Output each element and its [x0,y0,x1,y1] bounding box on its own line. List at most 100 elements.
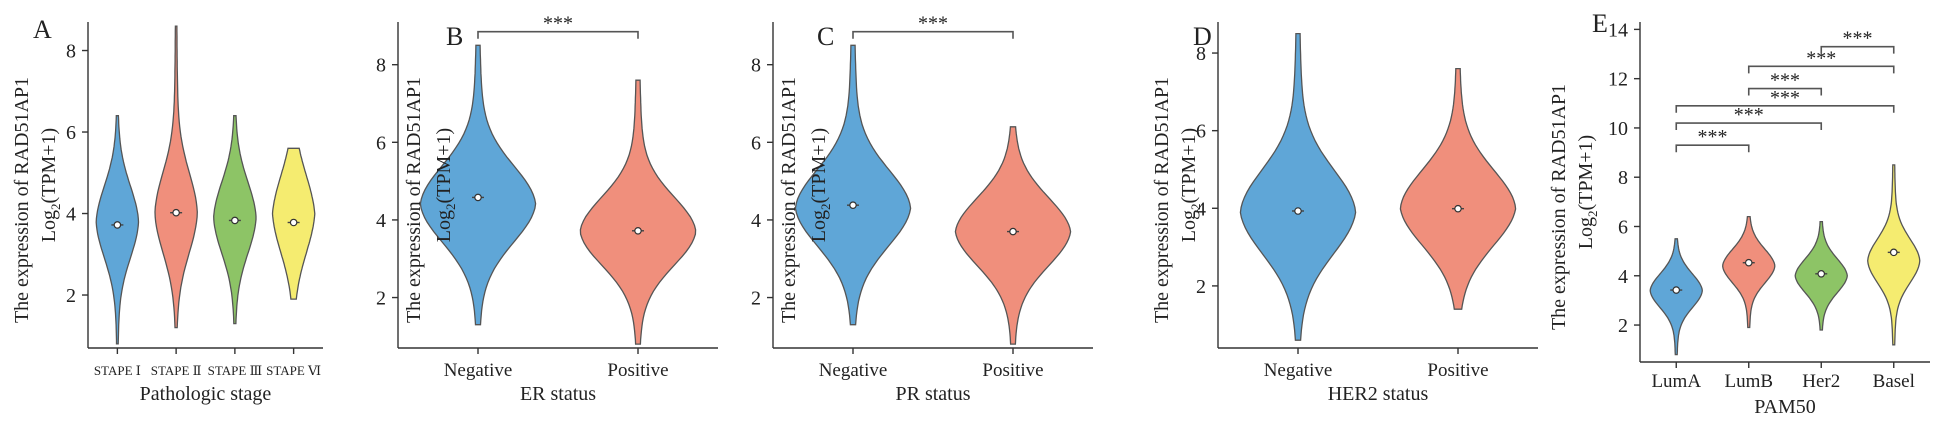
y-axis-sublabel-subscript: 2 [1188,204,1203,211]
median-point [1009,227,1017,236]
violin-2 [1399,67,1517,310]
x-tick-label: Her2 [1802,371,1840,392]
y-axis-label: The expression of RAD51AP1 [778,77,800,323]
violin-2 [954,126,1072,345]
violin-2 [579,79,697,345]
x-axis-label: ER status [520,383,596,405]
y-tick-label: 6 [66,122,76,144]
median-point [849,201,857,209]
significance-label: *** [918,13,948,35]
y-tick-label: 8 [1618,167,1628,189]
x-axis-label: HER2 status [1328,383,1429,405]
x-tick-label: STAPE Ⅱ [151,363,202,378]
y-axis-sublabel-rest: (TPM+1) [1575,135,1597,211]
significance-bracket [1747,65,1895,74]
violin-1 [1239,32,1357,341]
panel-b: 2 4 6 8 Negative Positive *** ER status B The exp… [376,13,718,405]
significance-label: *** [543,13,573,35]
x-tick-label: Negative [444,360,513,381]
y-tick-label: 2 [376,288,386,310]
y-axis-label: The expression of RAD51AP1 [11,77,33,323]
y-tick-label: 6 [376,132,386,154]
median-point [289,218,298,227]
violin-1 [419,44,537,326]
panel-a: 2 4 6 8 STAPE Ⅰ STAPE Ⅱ STAPE Ⅲ STAPE Ⅵ Patholog… [11,15,323,405]
y-tick-label: 4 [66,204,76,226]
violin-2 [1722,215,1776,329]
significance-bracket [1675,144,1750,153]
panel-label: E [1592,9,1608,38]
y-tick-label: 14 [1608,19,1628,41]
median-point [113,221,122,229]
significance-bracket [1675,104,1895,113]
y-tick-label: 6 [751,132,761,154]
y-axis-sublabel-log: Log [38,210,60,242]
y-tick-label: 8 [1196,43,1206,65]
significance-label: *** [1843,28,1873,50]
x-tick-label: Positive [982,360,1043,381]
y-axis-sublabel-log: Log [808,210,830,242]
significance-label: *** [1698,126,1728,148]
x-tick-label: STAPE Ⅰ [94,363,141,378]
x-axis-label: Pathologic stage [140,383,272,405]
x-tick-label: STAPE Ⅵ [266,363,321,378]
y-axis-sublabel-log: Log [1575,217,1597,249]
panel-label: C [817,22,834,51]
y-tick-label: 8 [751,55,761,77]
panel-c: 2 4 6 8 Negative Positive *** PR status C The exp… [751,13,1093,405]
significance-label: *** [1806,47,1836,69]
y-axis-sublabel-log: Log [433,210,455,242]
y-tick-label: 6 [1196,121,1206,143]
violin-1 [95,115,140,345]
significance-bracket [852,30,1014,39]
x-tick-label: Positive [1427,360,1488,381]
y-axis-label: The expression of RAD51AP1 [403,77,425,323]
median-point [474,193,482,202]
median-point [1744,258,1753,267]
y-axis-sublabel-subscript: 2 [443,204,458,211]
x-tick-label: LumA [1651,371,1701,392]
y-tick-label: 4 [1618,266,1628,288]
panel-label: B [446,22,463,51]
y-axis-sublabel: Log2(TPM+1) [1178,128,1203,242]
x-tick-label: Negative [819,360,888,381]
significance-label: *** [1770,70,1800,92]
y-tick-label: 2 [1196,276,1206,298]
y-axis-sublabel-rest: (TPM+1) [433,128,455,204]
median-point [172,208,180,217]
y-axis-sublabel: Log2(TPM+1) [433,128,458,242]
median-point [1817,269,1826,278]
significance-bracket [1675,122,1823,131]
median-point [1454,204,1462,213]
y-axis-sublabel: Log2(TPM+1) [808,128,833,242]
y-tick-label: 4 [376,210,386,232]
y-tick-label: 12 [1608,69,1628,91]
y-tick-label: 6 [1618,216,1628,238]
significance-label: *** [1734,104,1764,126]
y-tick-label: 2 [66,285,76,307]
median-point [1294,207,1302,215]
y-axis-sublabel-log: Log [1178,210,1200,242]
x-tick-label: Positive [607,360,668,381]
y-tick-label: 2 [751,288,761,310]
x-tick-label: STAPE Ⅲ [208,363,262,378]
y-tick-label: 8 [66,41,76,63]
x-tick-label: Basel [1873,371,1915,392]
y-axis-sublabel: Log2(TPM+1) [1575,135,1600,249]
y-axis-sublabel: Log2(TPM+1) [38,128,63,242]
y-axis-sublabel-rest: (TPM+1) [808,128,830,204]
y-tick-label: 10 [1608,118,1628,140]
significance-label: *** [1770,87,1800,109]
panel-label: D [1193,22,1212,51]
y-tick-label: 4 [1196,198,1206,220]
significance-bracket [477,30,639,39]
y-axis-sublabel-subscript: 2 [1585,211,1600,218]
panel-label: A [33,15,52,44]
y-tick-label: 8 [376,55,386,77]
y-tick-label: 4 [751,210,761,232]
violin-1 [1649,238,1703,356]
x-axis-label: PR status [895,383,970,405]
median-point [1672,286,1681,294]
